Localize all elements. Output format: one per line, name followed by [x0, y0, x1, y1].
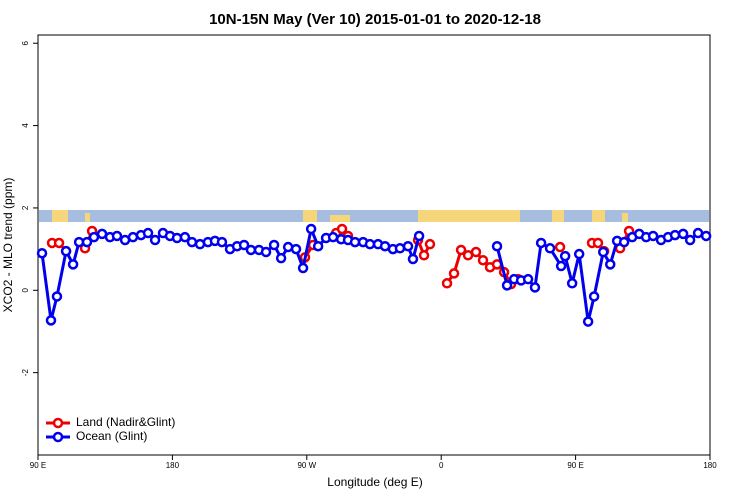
- point: [555, 260, 567, 272]
- x-tick-label: 90 W: [297, 461, 316, 470]
- x-axis-label: Longitude (deg E): [327, 475, 422, 489]
- point: [604, 259, 616, 270]
- y-tick-label: 6: [21, 40, 30, 45]
- point: [81, 236, 93, 248]
- point: [51, 291, 63, 302]
- point: [522, 273, 534, 285]
- point: [216, 236, 228, 248]
- y-tick-label: 4: [21, 123, 30, 128]
- point: [88, 231, 100, 243]
- point: [67, 259, 79, 270]
- land-patch: [622, 213, 628, 222]
- point: [618, 236, 630, 248]
- point: [501, 280, 513, 291]
- y-axis-label: XCO2 - MLO trend (ppm): [1, 178, 15, 313]
- point: [470, 246, 482, 258]
- point: [275, 252, 287, 264]
- point: [297, 262, 309, 274]
- point: [36, 247, 48, 259]
- land-patch: [330, 215, 350, 222]
- land-patch: [52, 210, 68, 222]
- point: [566, 278, 578, 289]
- point: [336, 223, 348, 235]
- point: [559, 250, 571, 262]
- point: [684, 234, 696, 246]
- legend-marker: [52, 417, 64, 429]
- point: [238, 239, 250, 251]
- x-tick-label: 180: [703, 461, 717, 470]
- point: [290, 243, 302, 255]
- chart-title: 10N-15N May (Ver 10) 2015-01-01 to 2020-…: [209, 11, 541, 28]
- point: [45, 315, 57, 326]
- point: [597, 246, 609, 258]
- point: [268, 239, 280, 251]
- point: [111, 230, 123, 242]
- land-patch: [592, 210, 605, 222]
- x-tick-label: 180: [166, 461, 180, 470]
- point: [186, 236, 198, 248]
- point: [582, 316, 594, 327]
- land-patch: [303, 210, 317, 222]
- point: [149, 234, 161, 246]
- point: [349, 236, 361, 248]
- point: [588, 291, 600, 302]
- point: [53, 237, 65, 249]
- point: [245, 244, 257, 256]
- point: [554, 241, 566, 253]
- point: [669, 229, 681, 241]
- land-mask: [39, 210, 709, 222]
- legend-label: Land (Nadir&Glint): [76, 415, 175, 429]
- x-tick-label: 90 E: [30, 461, 46, 470]
- point: [305, 223, 317, 235]
- point: [402, 240, 414, 252]
- point: [364, 238, 376, 250]
- land-patch: [552, 210, 564, 222]
- point: [142, 227, 154, 239]
- point: [413, 230, 425, 242]
- point: [677, 228, 689, 240]
- point: [260, 246, 272, 258]
- point: [418, 250, 430, 261]
- point: [477, 254, 489, 266]
- point: [327, 231, 339, 243]
- land-patch: [85, 213, 90, 222]
- point: [312, 240, 324, 252]
- point: [700, 230, 712, 242]
- legend-marker: [52, 431, 64, 443]
- point: [592, 237, 604, 249]
- land-patch: [418, 210, 520, 222]
- y-tick-label: 0: [21, 288, 30, 293]
- point: [647, 230, 659, 242]
- point: [455, 244, 467, 256]
- point: [491, 240, 503, 252]
- x-tick-label: 0: [439, 461, 444, 470]
- point: [529, 282, 541, 293]
- point: [394, 243, 406, 254]
- point: [573, 248, 585, 260]
- point: [424, 238, 436, 250]
- ocean-band: [39, 210, 709, 222]
- y-tick-label: -2: [21, 369, 30, 377]
- legend-label: Ocean (Glint): [76, 429, 147, 443]
- point: [692, 227, 704, 239]
- x-tick-label: 90 E: [567, 461, 583, 470]
- point: [448, 268, 460, 279]
- plot-frame: [37, 34, 711, 456]
- point: [535, 237, 547, 249]
- y-tick-label: 2: [21, 205, 30, 210]
- point: [441, 278, 453, 289]
- point: [127, 231, 139, 243]
- point: [407, 253, 419, 265]
- point: [60, 245, 72, 257]
- point: [179, 231, 191, 243]
- legend: Land (Nadir&Glint)Ocean (Glint): [46, 415, 175, 443]
- point: [544, 243, 556, 254]
- series: [36, 223, 712, 327]
